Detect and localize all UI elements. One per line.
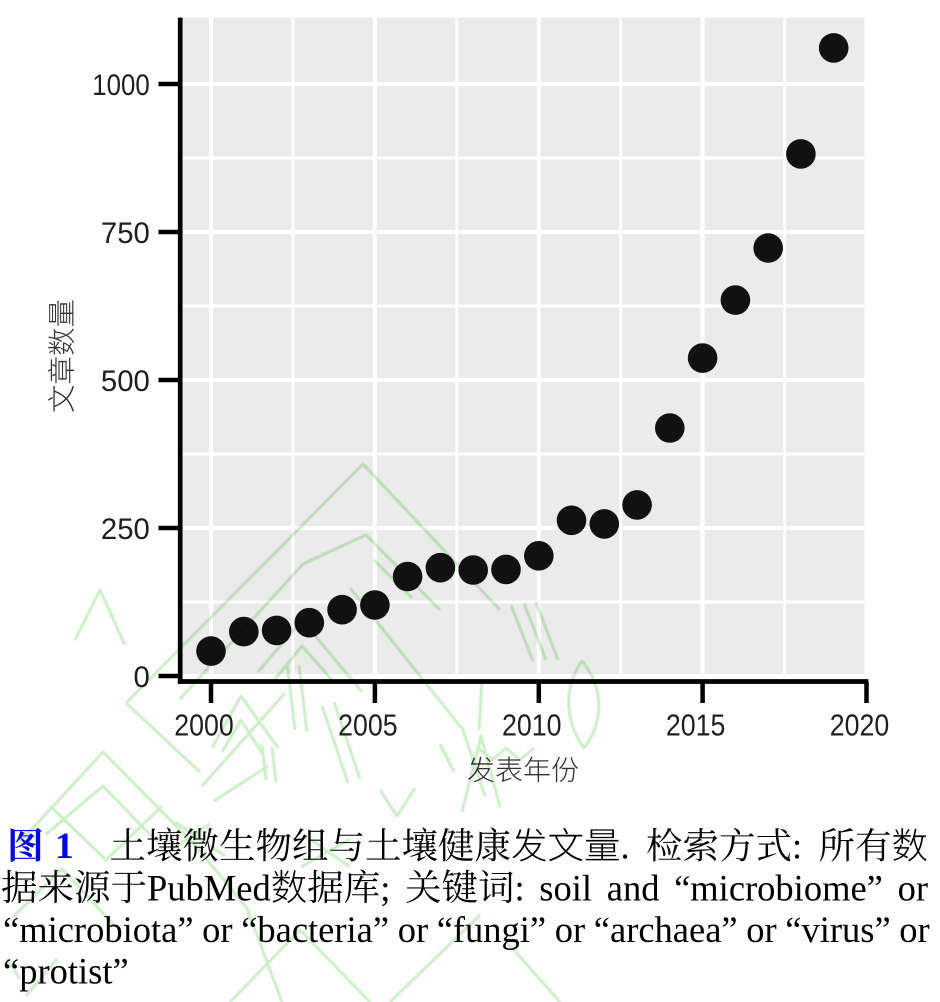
svg-text:;: ; xyxy=(380,867,390,908)
svg-text::: : xyxy=(515,867,525,908)
svg-text:2015: 2015 xyxy=(666,709,726,743)
svg-text:soil: soil xyxy=(539,867,592,908)
svg-text:500: 500 xyxy=(101,365,150,398)
svg-text:0: 0 xyxy=(134,661,150,694)
svg-text:or: or xyxy=(898,867,928,908)
svg-text:“microbiota”: “microbiota” xyxy=(3,909,194,950)
svg-text:2005: 2005 xyxy=(338,709,398,743)
svg-text:1: 1 xyxy=(55,826,74,867)
svg-text:250: 250 xyxy=(101,513,150,546)
svg-text:1000: 1000 xyxy=(92,69,150,102)
svg-text:or: or xyxy=(398,909,428,950)
svg-text:or: or xyxy=(202,909,232,950)
svg-text:2020: 2020 xyxy=(830,709,890,743)
svg-text:or: or xyxy=(555,909,585,950)
svg-text:“microbiome”: “microbiome” xyxy=(674,867,883,908)
svg-text:“fungi”: “fungi” xyxy=(437,909,546,950)
svg-text:“archaea”: “archaea” xyxy=(594,909,738,950)
svg-text:“bacteria”: “bacteria” xyxy=(241,909,389,950)
svg-text:or: or xyxy=(899,909,929,950)
svg-text:“protist”: “protist” xyxy=(3,951,129,992)
svg-text:2010: 2010 xyxy=(502,709,562,743)
svg-text:.: . xyxy=(621,826,630,867)
svg-text::: : xyxy=(792,826,802,867)
svg-text:750: 750 xyxy=(101,217,150,250)
svg-text:“virus”: “virus” xyxy=(785,909,890,950)
svg-text:and: and xyxy=(607,867,660,908)
svg-text:or: or xyxy=(746,909,776,950)
svg-text:PubMed: PubMed xyxy=(147,867,271,908)
